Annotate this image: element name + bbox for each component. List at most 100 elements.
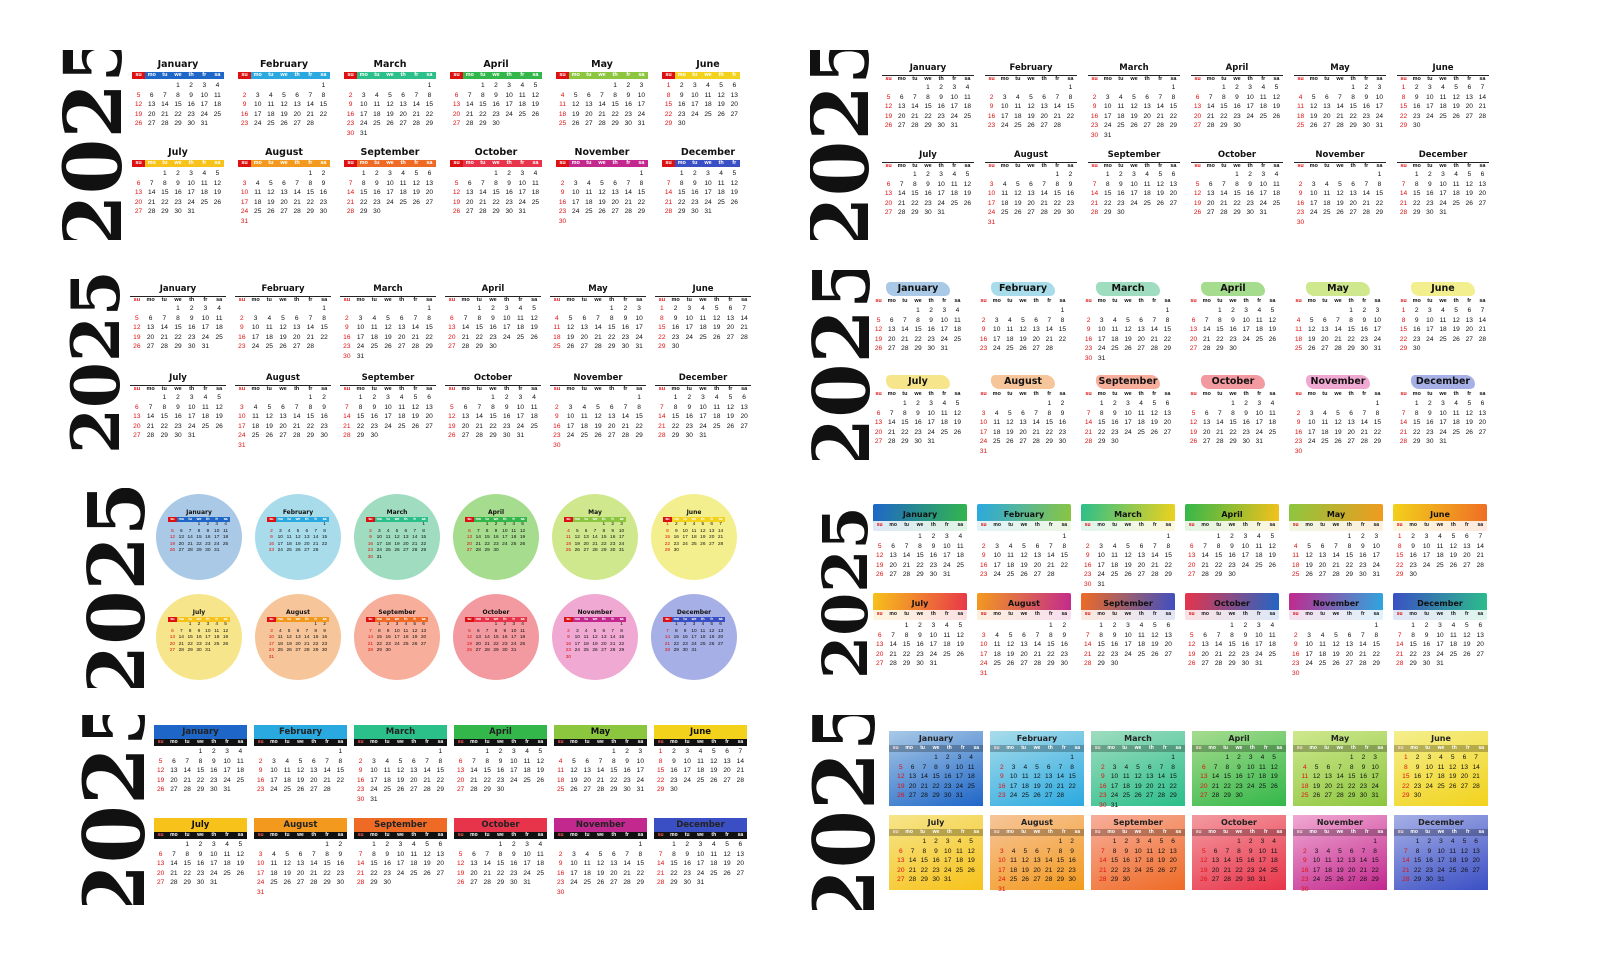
day-cell: 19 [723, 860, 731, 868]
weekday-label: sa [337, 739, 344, 745]
weekday-label: we [279, 386, 287, 392]
day-cell: 15 [196, 767, 205, 775]
day-cell: 29 [436, 786, 445, 794]
day-cell: 6 [1349, 409, 1353, 417]
day-cell: 17 [699, 413, 707, 421]
day-cell: 24 [699, 422, 707, 430]
day-cell: 3 [1373, 754, 1377, 761]
weekday-label: fr [1047, 391, 1052, 397]
weekday-label: mo [1006, 829, 1014, 835]
day-cell: 15 [484, 535, 490, 541]
weekday-label: mo [270, 739, 278, 745]
day-cell: 2 [1112, 622, 1117, 629]
weekday-label: we [1439, 76, 1447, 82]
day-cell: 30 [1228, 571, 1236, 579]
day-cell: 17 [1246, 103, 1254, 111]
day-cell: 10 [396, 850, 405, 858]
month-name: January [154, 725, 247, 739]
day-cell: 2 [683, 622, 687, 627]
day-cell: 25 [556, 786, 565, 794]
day-cell: 25 [283, 786, 291, 794]
day-cell: 22 [678, 198, 686, 206]
day-cell: 7 [1101, 847, 1105, 855]
empty-day [1031, 753, 1043, 763]
day-cell: 10 [1258, 847, 1267, 855]
day-cell: 31 [201, 343, 210, 351]
day-cell: 10 [214, 528, 220, 534]
day-cell: 19 [1151, 641, 1159, 649]
empty-day [998, 83, 1011, 93]
day-cell: 14 [1334, 326, 1342, 334]
weekday-label: mo [475, 517, 481, 521]
day-cell: 13 [1200, 773, 1208, 781]
weekday-label: sa [520, 517, 525, 521]
day-cell: 25 [1321, 438, 1329, 446]
weekday-label: mo [993, 522, 1001, 528]
day-cell: 16 [321, 635, 328, 641]
day-cell: 8 [613, 91, 617, 99]
day-cell: 3 [372, 757, 376, 765]
weekday-label: su [980, 298, 987, 304]
day-cell: 9 [1086, 326, 1091, 334]
empty-day [1156, 753, 1168, 763]
empty-day [1221, 837, 1233, 847]
day-cell: 8 [1374, 631, 1379, 639]
day-cell: 31 [955, 792, 964, 800]
day-cell: 29 [475, 343, 483, 351]
weekday-label: th [1451, 522, 1456, 528]
day-cell: 8 [427, 314, 431, 322]
day-cell: 7 [1338, 763, 1342, 771]
day-cell: 11 [1323, 190, 1331, 198]
day-cell: 11 [200, 179, 208, 187]
day-cell: 11 [1268, 631, 1276, 639]
day-cell: 3 [386, 394, 390, 401]
day-cell: 5 [282, 91, 286, 99]
day-cell: 19 [213, 189, 222, 197]
weekday-label: th [931, 611, 936, 617]
day-cell: 21 [1478, 326, 1487, 334]
day-cell: 8 [1062, 542, 1067, 550]
day-cell: 4 [385, 757, 390, 765]
day-cell: 19 [236, 860, 245, 868]
day-cell: 11 [410, 850, 418, 858]
weekday-label: we [497, 739, 504, 745]
day-cell: 6 [427, 394, 431, 401]
day-cell: 30 [685, 432, 693, 440]
weekday-label: su [1400, 298, 1407, 304]
day-cell: 30 [373, 208, 381, 216]
day-cell: 5 [532, 305, 536, 312]
day-cell: 14 [343, 413, 351, 421]
day-cell: 13 [740, 403, 748, 411]
day-cell: 14 [901, 326, 909, 334]
day-cell: 27 [1019, 438, 1027, 446]
day-cell: 7 [414, 91, 419, 99]
day-cell: 14 [466, 101, 474, 109]
day-cell: 10 [268, 635, 275, 641]
day-cell: 24 [1372, 561, 1380, 569]
day-grid: 1234567891011121314151617181920212223242… [662, 81, 740, 129]
day-cell: 10 [636, 757, 645, 765]
weekday-label: fr [1365, 829, 1369, 835]
day-cell: 14 [623, 860, 631, 868]
weekday-label: tu [1007, 298, 1013, 304]
empty-day [294, 522, 303, 529]
day-cell: 9 [345, 324, 349, 332]
day-cell: 2 [1415, 754, 1420, 761]
day-cell: 20 [1201, 650, 1209, 658]
day-cell: 30 [1111, 438, 1119, 446]
weekday-label: sa [531, 297, 538, 303]
day-cell: 9 [1124, 847, 1129, 855]
day-cell: 30 [492, 120, 500, 128]
day-cell: 2 [323, 622, 326, 627]
day-cell: 25 [1452, 199, 1460, 207]
